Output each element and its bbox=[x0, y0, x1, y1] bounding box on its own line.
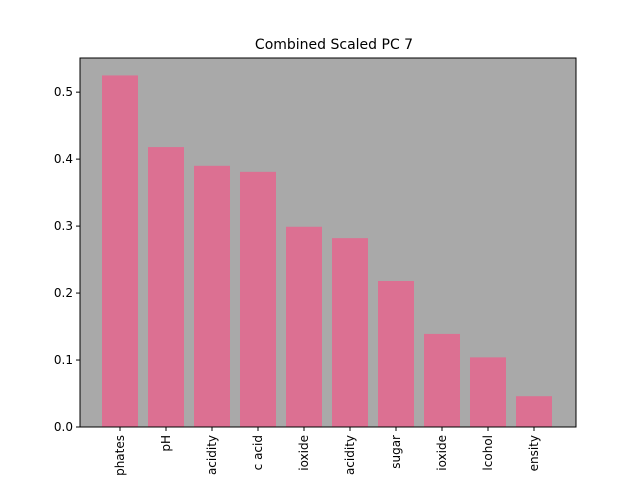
x-tick-label: pH bbox=[159, 435, 173, 452]
bar-1 bbox=[102, 75, 138, 427]
chart-title: Combined Scaled PC 7 bbox=[255, 37, 413, 53]
bar-5 bbox=[286, 226, 322, 427]
y-tick-label: 0.0 bbox=[54, 420, 73, 434]
y-tick-label: 0.1 bbox=[54, 353, 73, 367]
bar-2 bbox=[148, 147, 184, 427]
bar-6 bbox=[332, 238, 368, 427]
x-tick-label: acidity bbox=[343, 435, 357, 475]
y-tick-label: 0.4 bbox=[54, 152, 73, 166]
bar-10 bbox=[516, 396, 552, 427]
y-tick-label: 0.5 bbox=[54, 85, 73, 99]
y-tick-label: 0.3 bbox=[54, 219, 73, 233]
bar-9 bbox=[470, 357, 506, 427]
plot-frame bbox=[79, 57, 577, 428]
bars-group bbox=[102, 75, 552, 428]
bar-3 bbox=[194, 165, 230, 428]
x-axis: phates pH acidity c acid ioxide acidity sugar i… bbox=[113, 427, 541, 476]
x-tick-label: c acid bbox=[251, 435, 265, 470]
y-axis: 0.0 0.1 0.2 0.3 0.4 0.5 bbox=[54, 85, 80, 434]
x-tick-label: ioxide bbox=[297, 435, 311, 471]
x-tick-label: phates bbox=[113, 435, 127, 476]
x-tick-label: acidity bbox=[205, 435, 219, 475]
bar-7 bbox=[378, 281, 414, 427]
bar-4 bbox=[240, 171, 276, 427]
x-tick-label: sugar bbox=[389, 435, 403, 469]
y-tick-label: 0.2 bbox=[54, 286, 73, 300]
x-tick-label: ensity bbox=[527, 435, 541, 471]
x-tick-label: ioxide bbox=[435, 435, 449, 471]
x-tick-label: lcohol bbox=[481, 435, 495, 471]
bar-8 bbox=[424, 333, 460, 427]
